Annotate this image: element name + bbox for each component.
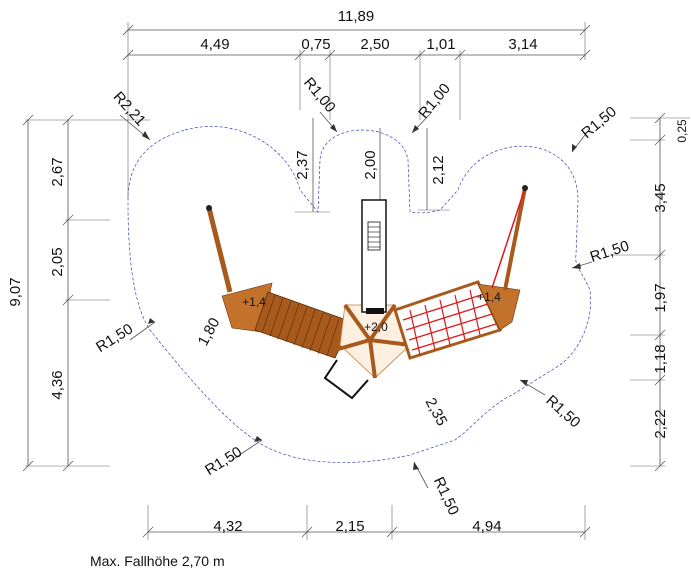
- radius-right-mid: R1,50: [588, 237, 631, 266]
- radius-top-right: R1,50: [578, 103, 620, 142]
- arrow-icon: [142, 131, 150, 140]
- dim-left-segment: 2,05: [49, 247, 66, 276]
- arrow-icon: [254, 436, 262, 442]
- leader-r-bottom-left: [231, 439, 263, 461]
- height-left-platform: +1,4: [242, 295, 266, 309]
- dim-left-overall: 9,07: [7, 277, 24, 306]
- arrow-icon: [412, 125, 419, 133]
- right-climbing-ropes: [491, 185, 528, 291]
- arrow-icon: [413, 462, 419, 470]
- dim-top-segment: 4,49: [200, 36, 229, 53]
- radius-notch-left: R1,00: [300, 74, 339, 116]
- arrow-icon: [572, 263, 581, 269]
- radius-bottom-left: R1,50: [202, 443, 245, 479]
- dim-right: 0,25: [675, 119, 689, 143]
- dim-notch-right: 2,12: [430, 155, 447, 184]
- max-fall-height-caption: Max. Fallhöhe 2,70 m: [90, 553, 225, 569]
- radius-left-mid: R1,50: [93, 320, 136, 356]
- dim-top-segment: 2,50: [360, 36, 389, 53]
- radius-bottom-right: R1,50: [542, 392, 583, 431]
- radius-bottom-center: R1,50: [430, 474, 462, 517]
- dim-bottom-segment: 4,32: [213, 518, 242, 535]
- radius-notch-right: R1,00: [415, 80, 454, 122]
- climbing-bar: [323, 359, 369, 400]
- leader-r-left-mid: [129, 321, 156, 341]
- dim-top-segment: 0,75: [301, 36, 330, 53]
- left-post: [206, 207, 233, 293]
- dim-notch-center: 2,00: [362, 150, 379, 179]
- dim-bottom-segment: 4,94: [472, 518, 501, 535]
- dim-top-overall: 11,89: [338, 8, 374, 25]
- dim-top-segment: 1,01: [426, 36, 455, 53]
- arrow-icon: [148, 318, 155, 324]
- dim-top-segment: 3,14: [508, 36, 537, 53]
- dim-right: 1,97: [652, 283, 669, 312]
- height-right-platform: +1,4: [477, 290, 501, 304]
- dim-notch-left: 2,37: [294, 150, 311, 179]
- arrow-icon: [330, 124, 337, 132]
- left-post-cap-icon: [206, 205, 212, 211]
- dim-left-segment: 4,36: [49, 370, 66, 399]
- dim-left-segment: 2,67: [49, 157, 66, 186]
- dim-right: 1,18: [652, 344, 669, 373]
- height-center-platform: +2,0: [364, 320, 388, 334]
- center-tower: [334, 303, 411, 379]
- safety-zone-outline: [127, 126, 592, 463]
- arrow-icon: [572, 144, 577, 152]
- slide: [361, 199, 387, 314]
- dim-right: 2,22: [652, 409, 669, 438]
- arrow-icon: [520, 380, 528, 386]
- dim-right: 3,45: [652, 183, 669, 212]
- radius-top-left: R2,21: [110, 88, 149, 129]
- dim-bottom-segment: 2,15: [335, 518, 364, 535]
- left-ramp: [254, 291, 353, 359]
